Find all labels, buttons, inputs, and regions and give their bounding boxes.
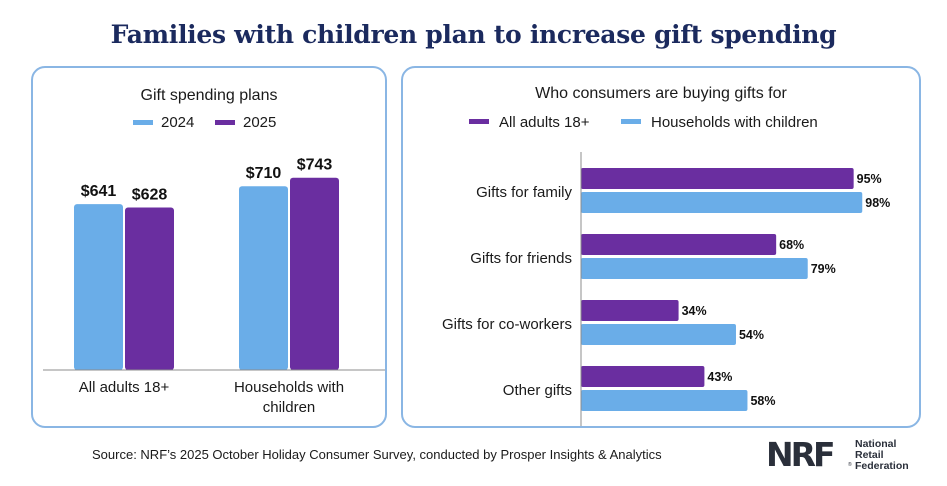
legend-label-2024: 2024 [161,114,194,131]
chart-title: Gift spending plans [141,87,278,104]
data-label-1-1: 79% [811,262,836,276]
data-label-2024-1: $710 [246,165,282,182]
bar-0-2 [581,300,679,321]
legend-label-2025: 2025 [243,114,276,131]
category-label-3: Other gifts [503,382,572,399]
data-label-1-2: 54% [739,328,764,342]
data-label-2025-1: $743 [297,157,333,174]
bar-1-0 [581,192,863,213]
nrf-logo-trademark: ® [848,462,852,468]
spending-plans-chart: Gift spending plans 2024 2025 $641 $628 All a… [43,87,385,416]
bar-2024-1 [239,186,288,370]
category-label-1-0: Households with [234,379,344,396]
bar-0-3 [581,366,705,387]
data-label-1-0: 98% [865,196,890,210]
source-note: Source: NRF’s 2025 October Holiday Consu… [92,447,662,462]
nrf-logo: NRF ® National Retail Federation [766,436,916,476]
nrf-logo-mark: NRF [766,435,836,474]
data-label-2024-0: $641 [81,183,117,200]
bar-2025-0 [125,207,174,370]
bar-0-1 [581,234,777,255]
chart-title: Who consumers are buying gifts for [535,85,787,102]
bar-0-0 [581,168,854,189]
nrf-logo-line-2: Retail [855,449,884,461]
legend-swatch-2024 [133,120,153,125]
category-label-1-1: children [263,399,316,416]
data-label-0-3: 43% [707,370,732,384]
category-label-1: Gifts for friends [470,250,572,267]
nrf-logo-text: National Retail Federation [855,439,909,472]
bar-1-2 [581,324,736,345]
data-label-2025-0: $628 [132,186,168,203]
data-label-0-2: 34% [682,304,707,318]
legend-swatch-0 [469,119,489,124]
nrf-logo-line-1: National [855,438,897,450]
bar-2024-0 [74,204,123,370]
bar-1-3 [581,390,748,411]
legend-swatch-2025 [215,120,235,125]
gift-recipients-panel: Who consumers are buying gifts for All ad… [401,66,921,428]
data-label-1-3: 58% [750,394,775,408]
bar-2025-1 [290,177,339,370]
page-title: Families with children plan to increase … [110,20,837,49]
bar-1-1 [581,258,808,279]
category-label-0: Gifts for family [476,184,572,201]
data-label-0-1: 68% [779,238,804,252]
category-label-0-0: All adults 18+ [79,379,170,396]
legend-swatch-1 [621,119,641,124]
legend-label-0: All adults 18+ [499,114,590,131]
spending-plans-panel: Gift spending plans 2024 2025 $641 $628 All a… [31,66,387,428]
category-label-2: Gifts for co-workers [442,316,572,333]
nrf-logo-line-3: Federation [855,460,909,472]
gift-recipients-chart: Who consumers are buying gifts for All ad… [442,85,890,426]
legend-label-1: Households with children [651,114,818,131]
data-label-0-0: 95% [857,172,882,186]
